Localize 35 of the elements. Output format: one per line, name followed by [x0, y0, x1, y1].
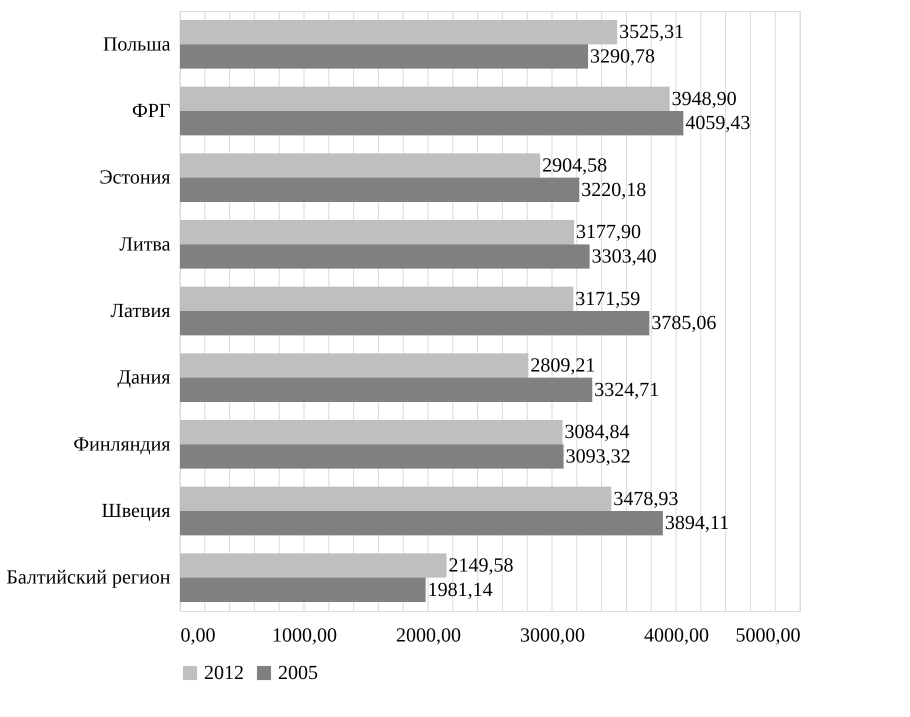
y-tick-label: Дания	[117, 366, 170, 389]
data-label: 3290,78	[590, 46, 656, 68]
data-label: 3220,18	[581, 178, 646, 201]
data-label: 2809,21	[530, 354, 596, 376]
data-label: 4059,43	[685, 112, 750, 134]
data-label: 1981,14	[428, 578, 493, 601]
y-tick-label: Балтийский регион	[6, 566, 171, 589]
x-tick-label: 5000,00	[736, 624, 800, 646]
x-tick-label: 2000,00	[396, 624, 461, 646]
data-label: 3525,31	[619, 21, 684, 44]
data-label: 3177,90	[576, 221, 642, 244]
y-tick-label: Латвия	[110, 300, 170, 322]
x-tick-label: 1000,00	[272, 624, 337, 646]
data-label: 3948,90	[672, 88, 737, 110]
x-tick-label: 0,00	[180, 624, 216, 646]
data-label: 2904,58	[542, 154, 608, 176]
legend-label: 2005	[278, 662, 318, 684]
data-label: 3785,06	[651, 312, 716, 334]
y-tick-label: ФРГ	[132, 100, 170, 122]
x-tick-label: 4000,00	[644, 624, 709, 646]
y-tick-label: Литва	[119, 233, 171, 256]
data-label: 3084,84	[564, 421, 630, 444]
data-label: 3894,11	[664, 512, 730, 534]
y-tick-label: Польша	[102, 33, 171, 56]
data-label: 2149,58	[448, 554, 514, 576]
data-label: 3171,59	[575, 288, 640, 310]
data-label: 3303,40	[592, 246, 657, 268]
data-label: 3478,93	[613, 488, 678, 510]
y-tick-label: Эстония	[99, 166, 170, 189]
data-label: 3324,71	[594, 378, 660, 401]
data-label: 3093,32	[566, 446, 631, 468]
legend-label: 2012	[204, 662, 244, 684]
y-tick-label: Финляндия	[73, 433, 170, 456]
y-tick-label: Швеция	[102, 500, 170, 522]
x-tick-label: 3000,00	[520, 624, 585, 646]
